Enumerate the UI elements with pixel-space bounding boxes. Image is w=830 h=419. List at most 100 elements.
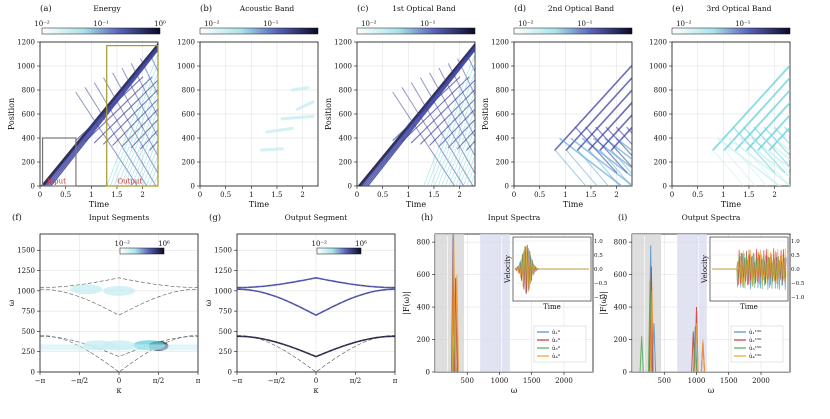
heatmap-a <box>41 42 158 186</box>
x-tick-label: −π/2 <box>71 377 88 385</box>
x-tick-label: 0 <box>670 191 674 199</box>
inset-y-label: Velocity <box>504 255 512 284</box>
axes-g: −π −π/2 0 π/2 π 0 250 500 750 1000 1250 1500 κ ω <box>204 233 398 395</box>
heatmap-b <box>260 86 315 152</box>
dispersion-band <box>40 288 198 316</box>
colorbar-tick-label: 10⁶ <box>158 240 170 248</box>
wave-ray <box>127 108 158 186</box>
wave-ray <box>401 76 470 143</box>
wave-ray <box>426 62 475 186</box>
wave-ray <box>554 64 632 151</box>
wave-ray <box>106 53 158 186</box>
x-axis-label: ω <box>708 386 715 395</box>
wave-ray <box>429 72 475 157</box>
x-tick-label: 0.5 <box>534 191 545 199</box>
wave-ray <box>117 80 158 186</box>
wave-ray <box>434 80 475 186</box>
wave-ray <box>429 98 475 146</box>
panel-title-i: (i) Output Spectra <box>618 212 741 223</box>
inset-tick-label: 0.5 <box>594 253 603 259</box>
x-tick-label: 1.5 <box>585 191 596 199</box>
wave-ray <box>554 149 587 186</box>
x-tick-label: π/2 <box>350 377 361 385</box>
y-tick-label: 1500 <box>17 247 35 255</box>
y-tick-label: 0 <box>31 369 35 377</box>
y-tick-label: 800 <box>654 87 667 95</box>
y-tick-label: 1000 <box>334 63 352 71</box>
wave-ray <box>599 113 632 151</box>
panel-title: 1st Optical Band <box>392 4 456 13</box>
inset-tick-label: −0.5 <box>594 281 608 287</box>
panel-label: (h) <box>421 212 433 223</box>
wave-ray <box>362 46 475 186</box>
y-tick-label: 600 <box>22 111 35 119</box>
y-tick-label: 200 <box>22 159 35 167</box>
x-tick-label: 1.5 <box>743 191 754 199</box>
wave-ray <box>784 126 790 134</box>
wave-ray <box>410 79 475 144</box>
wave-ray <box>103 77 158 175</box>
y-tick-label: 600 <box>182 111 195 119</box>
wave-ray <box>75 76 144 141</box>
panel-title-c: (c) 1st Optical Band <box>357 3 456 14</box>
panel-title: Acoustic Band <box>239 4 295 13</box>
panel-title: Input Spectra <box>488 213 541 222</box>
wave-ray <box>768 126 790 151</box>
shaded-band <box>699 234 707 372</box>
panel-title-e: (e) 3rd Optical Band <box>672 3 772 14</box>
colorbar-tick-label: 10⁻² <box>311 240 327 248</box>
colorbar-tick-label: 10⁻² <box>676 20 692 28</box>
wave-ray <box>610 126 632 151</box>
band-energy-trace <box>237 288 395 317</box>
x-tick-label: 1 <box>721 191 725 199</box>
panel-title: 2nd Optical Band <box>548 4 614 13</box>
inset-y-label: Velocity <box>701 255 709 284</box>
wave-ray <box>140 58 158 96</box>
y-tick-label: 0 <box>191 183 195 191</box>
x-tick-label: 1 <box>249 191 253 199</box>
wave-ray <box>109 62 158 186</box>
y-tick-label: 200 <box>654 159 667 167</box>
inset-tick-label: 0.5 <box>791 253 800 259</box>
panel-label: (c) <box>357 3 368 14</box>
wave-ray <box>743 126 786 174</box>
legend-entry: û₄¹⁵⁰ <box>749 353 762 360</box>
axes-f: −π −π/2 0 π/2 π 0 250 500 750 1000 1250 1500 κ ω <box>7 233 201 395</box>
legend-entry: û₁¹⁵⁰ <box>749 329 762 336</box>
y-tick-label: 400 <box>22 135 35 143</box>
y-tick-label: 200 <box>182 159 195 167</box>
x-tick-label: 0.5 <box>220 191 231 199</box>
panel-title: 3rd Optical Band <box>707 4 772 13</box>
x-axis-label: Time <box>89 200 109 209</box>
wave-ray <box>50 48 158 186</box>
y-tick-label: 600 <box>496 111 509 119</box>
panel-title: Energy <box>93 4 121 13</box>
inset-velocity-trace <box>514 245 589 294</box>
x-tick-label: 0 <box>512 191 516 199</box>
x-tick-label: 0 <box>38 191 42 199</box>
wave-ray <box>595 126 632 168</box>
x-tick-label: π/2 <box>153 377 164 385</box>
x-tick-label: 0 <box>198 191 202 199</box>
x-tick-label: 2 <box>140 191 144 199</box>
y-tick-label: 1000 <box>177 63 195 71</box>
panel-label: (d) <box>514 3 526 14</box>
inset-tick-label: −0.5 <box>791 281 805 287</box>
x-tick-label: 1500 <box>523 377 541 385</box>
colorbar-f: 10⁻² 10⁶ <box>114 240 170 255</box>
y-tick-label: 0 <box>505 183 509 191</box>
wave-ray <box>103 88 158 145</box>
wave-ray <box>142 145 158 186</box>
wave-ray <box>130 118 158 149</box>
colorbar-tick-label: 10⁻¹ <box>93 20 109 28</box>
plot-frame <box>356 41 476 187</box>
x-tick-label: 1000 <box>491 377 509 385</box>
wave-ray <box>84 87 148 186</box>
wave-ray <box>438 67 475 139</box>
wave-ray <box>455 136 475 186</box>
y-tick-label: 600 <box>614 271 627 279</box>
x-tick-label: 2 <box>614 191 618 199</box>
wave-ray <box>113 71 158 186</box>
